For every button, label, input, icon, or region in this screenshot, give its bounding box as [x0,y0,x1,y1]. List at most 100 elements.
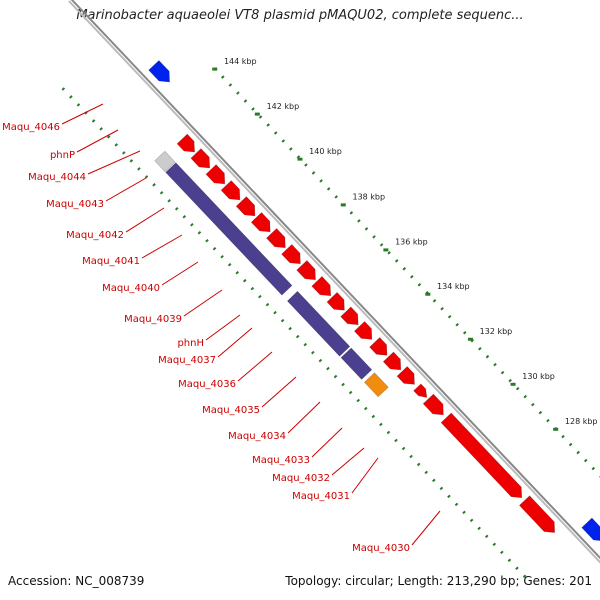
tick-dot [295,334,300,339]
gene-label: Maqu_4033 [252,455,310,466]
other-strand-cds [148,60,170,83]
tick-dot [106,135,111,139]
tick-dot [372,235,376,239]
gene-label-leader [125,207,165,233]
forward-cds-arrow [518,495,556,533]
gene-label-leader [205,314,241,341]
tick-dot [515,386,520,391]
gene-label-leader [76,129,119,153]
tick-dot [379,422,383,427]
tick-dot [326,187,331,191]
gene-label: Maqu_4037 [158,355,216,366]
tick-dot [221,75,225,79]
gene-label-leader [351,457,379,494]
kbp-label: 134 kbp [437,282,470,291]
map-title: Marinobacter aquaeolei VT8 plasmid pMAQU… [76,8,524,23]
tick-dot [507,558,512,563]
tick-dot [394,259,399,263]
gene-label: Maqu_4043 [46,199,104,210]
kbp-label: 140 kbp [309,147,342,156]
tick-dot [447,494,451,499]
tick-dot [228,83,233,87]
forward-cds-arrow [296,260,316,281]
tick-dot [424,470,429,475]
forward-cds-arrow [176,133,195,153]
kbp-label: 128 kbp [565,417,598,426]
tick-dot [371,414,376,419]
tick-dot [304,163,308,167]
forward-cds-arrow [396,366,415,385]
tick-dot [576,450,580,455]
tick-dot [522,574,527,579]
tick-dot [76,103,81,107]
tick-dot [326,366,330,371]
tick-dot [258,115,263,119]
gene-label-leader [311,427,343,458]
backbone-line [68,0,600,564]
accession-text: Accession: NC_008739 [8,574,145,588]
gene-label-group: Maqu_4046 phnP Maqu_4044 Maqu_4043 Maqu_4042… [2,103,441,554]
tick-dot [251,107,255,111]
forward-cds-arrow [266,228,286,249]
tick-dot [250,286,255,291]
tick-dot [205,238,209,243]
tick-dot [432,478,436,483]
gene-label-leader [87,150,141,175]
tick-dot [477,526,481,531]
tick-dot [289,147,293,151]
tick-dot [243,99,248,103]
forward-cds-arrow [382,351,402,371]
kbp-tick-track: 144 kbp 142 kbp 140 kbp 138 kbp 136 kbp 134 k… [61,57,600,579]
gene-label-leader [261,376,297,408]
tick-dot [69,95,73,99]
tick-dot [387,251,391,255]
tick-dot [493,362,497,367]
tick-dot [394,438,398,443]
reverse-strand-block [340,347,373,380]
tick-dot [333,374,338,379]
gene-label-leader [237,351,273,382]
tick-dot [318,358,323,363]
gene-label-leader [161,261,199,286]
tick-dot [546,418,550,423]
reverse-strand-block [286,290,351,357]
tick-dot [114,143,119,147]
tick-dot [508,378,512,383]
tick-dot [402,267,407,271]
gene-label-leader [217,327,253,358]
genome-summary-text: Topology: circular; Length: 213,290 bp; … [285,574,592,588]
tick-dot [462,330,467,335]
tick-dot [440,306,444,311]
tick-dot [356,398,360,403]
tick-dot [288,326,292,331]
tick-dot [363,406,368,411]
tick-dot [462,510,466,515]
kbp-label: 144 kbp [224,57,257,66]
forward-cds-arrow [353,321,373,340]
tick-dot [500,550,504,555]
tick-dot [236,91,240,95]
tick-dot [416,462,421,467]
gene-label: Maqu_4040 [102,283,160,294]
reverse-strand-block [165,162,293,296]
forward-cds-arrow [235,196,256,217]
tick-dot [500,370,505,375]
tick-dot [561,434,565,439]
forward-cds-arrow [422,393,444,416]
forward-cds-arrow [190,148,211,169]
tick-dot [227,262,232,267]
tick-dot [258,294,262,299]
gene-label: Maqu_4032 [272,473,330,484]
tick-dot [122,151,126,155]
gene-label: Maqu_4034 [228,431,286,442]
gene-label: Maqu_4046 [2,122,60,133]
tick-dot [492,542,497,547]
kbp-label: 138 kbp [352,193,385,202]
forward-cds-arrow [340,306,359,326]
kbp-label: 132 kbp [480,327,513,336]
kbp-label: 130 kbp [522,372,555,381]
tick-dot [190,223,194,227]
tick-dot [303,342,308,347]
gene-label-leader [287,401,321,434]
